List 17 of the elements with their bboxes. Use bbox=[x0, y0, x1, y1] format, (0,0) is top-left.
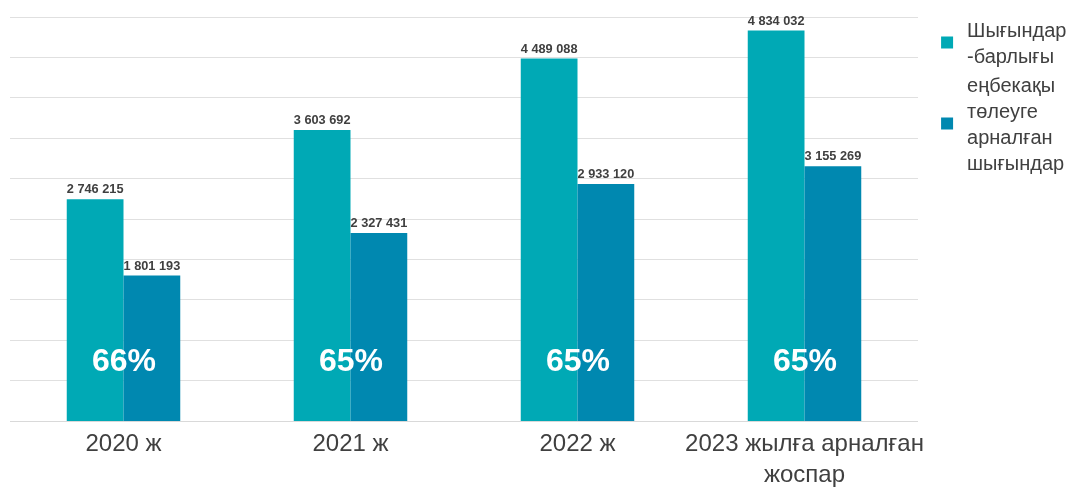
data-label: 1 801 193 bbox=[123, 257, 181, 273]
annotation: 65% bbox=[319, 342, 384, 378]
x-tick-label: 2020 ж bbox=[85, 428, 162, 456]
data-label: 2 746 215 bbox=[66, 181, 124, 197]
data-label: 3 155 269 bbox=[804, 148, 862, 164]
annotation: 65% bbox=[773, 342, 838, 378]
x-tick-label: 2021 ж bbox=[312, 428, 389, 456]
x-tick-label: 2022 ж bbox=[539, 428, 616, 456]
legend-label: еңбекақы төлеуге арналған шығындар bbox=[967, 74, 1065, 175]
annotation: 65% bbox=[546, 342, 611, 378]
data-label: 2 933 120 bbox=[577, 166, 635, 182]
data-label: 3 603 692 bbox=[293, 112, 351, 128]
data-label: 2 327 431 bbox=[350, 215, 408, 231]
data-label: 4 489 088 bbox=[520, 40, 578, 56]
data-label: 4 834 032 bbox=[747, 12, 805, 28]
x-tick-label: 2023 жылға арналған жоспар bbox=[685, 428, 924, 487]
annotation: 66% bbox=[92, 342, 157, 378]
